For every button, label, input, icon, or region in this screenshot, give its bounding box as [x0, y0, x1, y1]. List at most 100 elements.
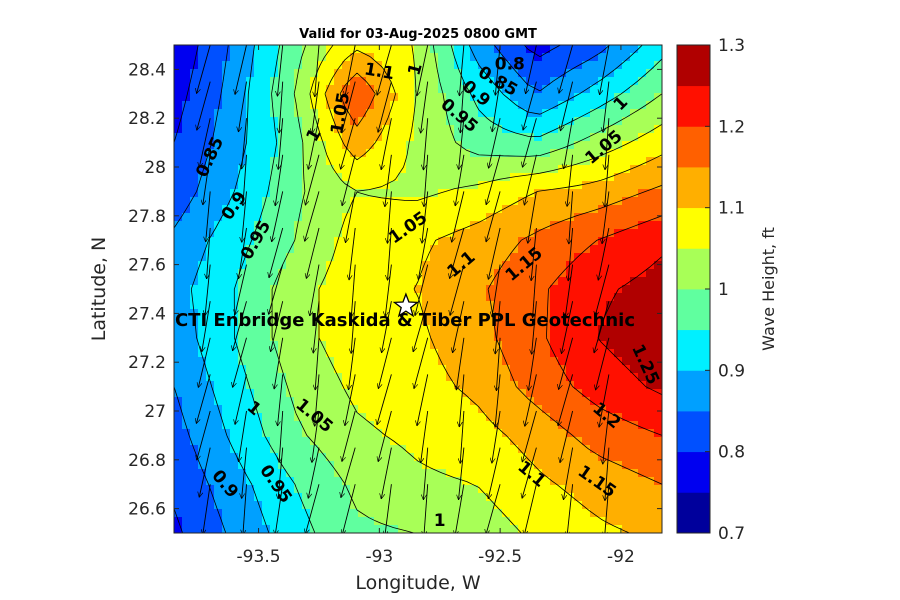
field-cell [510, 309, 519, 318]
field-cell [446, 165, 455, 174]
field-cell [302, 333, 311, 342]
field-cell [254, 173, 263, 182]
field-cell [486, 205, 495, 214]
field-cell [374, 421, 383, 430]
field-cell [198, 277, 207, 286]
field-cell [470, 461, 479, 470]
field-cell [206, 157, 215, 166]
field-cell [286, 69, 295, 78]
field-cell [422, 125, 431, 134]
field-cell [206, 389, 215, 398]
field-cell [270, 53, 279, 62]
field-cell [422, 397, 431, 406]
field-cell [302, 69, 311, 78]
field-cell [566, 285, 575, 294]
field-cell [382, 317, 391, 326]
field-cell [246, 237, 255, 246]
field-cell [406, 165, 415, 174]
field-cell [526, 173, 535, 182]
field-cell [574, 269, 583, 278]
field-cell [518, 325, 527, 334]
field-cell [574, 165, 583, 174]
field-cell [478, 229, 487, 238]
field-cell [326, 413, 335, 422]
field-cell [486, 437, 495, 446]
field-cell [334, 229, 343, 238]
field-cell [286, 109, 295, 118]
field-cell [470, 485, 479, 494]
field-cell [494, 133, 503, 142]
field-cell [326, 205, 335, 214]
wave-arrow [563, 447, 574, 500]
field-cell [278, 141, 287, 150]
field-cell [550, 101, 559, 110]
field-cell [374, 373, 383, 382]
field-cell [646, 157, 655, 166]
field-cell [598, 469, 607, 478]
field-cell [294, 269, 303, 278]
field-cell [558, 245, 567, 254]
field-cell [246, 317, 255, 326]
field-cell [438, 173, 447, 182]
field-cell [510, 389, 519, 398]
field-cell [486, 445, 495, 454]
field-cell [398, 141, 407, 150]
field-cell [278, 69, 287, 78]
field-cell [550, 389, 559, 398]
field-cell [606, 477, 615, 486]
field-cell [366, 189, 375, 198]
field-cell [446, 485, 455, 494]
field-cell [238, 437, 247, 446]
field-cell [198, 517, 207, 526]
field-cell [358, 413, 367, 422]
field-cell [230, 221, 239, 230]
field-cell [598, 61, 607, 70]
field-cell [382, 437, 391, 446]
field-cell [238, 141, 247, 150]
field-cell [646, 477, 655, 486]
field-cell [638, 389, 647, 398]
field-cell [398, 317, 407, 326]
field-cell [406, 125, 415, 134]
field-cell [214, 269, 223, 278]
field-cell [286, 525, 295, 533]
field-cell [606, 93, 615, 102]
field-cell [182, 269, 191, 278]
field-cell [518, 253, 527, 262]
field-cell [518, 309, 527, 318]
field-cell [518, 517, 527, 526]
field-cell [246, 125, 255, 134]
field-cell [182, 173, 191, 182]
field-cell [486, 317, 495, 326]
field-cell [302, 405, 311, 414]
field-cell [398, 341, 407, 350]
field-cell [598, 397, 607, 406]
field-cell [558, 253, 567, 262]
field-cell [590, 301, 599, 310]
field-cell [518, 157, 527, 166]
field-cell [470, 53, 479, 62]
field-cell [622, 101, 631, 110]
field-cell [574, 397, 583, 406]
field-cell [446, 213, 455, 222]
field-cell [334, 141, 343, 150]
field-cell [646, 261, 655, 270]
field-cell [310, 197, 319, 206]
field-cell [510, 197, 519, 206]
field-cell [214, 525, 223, 533]
field-cell [622, 461, 631, 470]
field-cell [494, 85, 503, 94]
field-cell [342, 173, 351, 182]
field-cell [526, 141, 535, 150]
field-cell [510, 421, 519, 430]
wave-arrow [233, 337, 247, 388]
field-cell [406, 445, 415, 454]
field-cell [654, 469, 662, 478]
field-cell [542, 397, 551, 406]
field-cell [510, 405, 519, 414]
field-cell [614, 61, 623, 70]
field-cell [574, 349, 583, 358]
field-cell [438, 45, 447, 54]
field-cell [342, 349, 351, 358]
field-cell [478, 477, 487, 486]
